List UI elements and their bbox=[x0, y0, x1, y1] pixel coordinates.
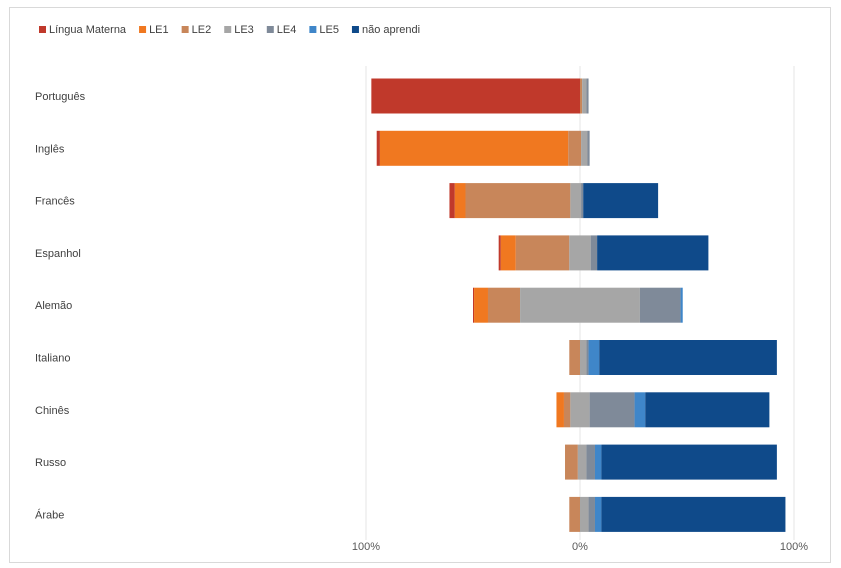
legend-label: LE5 bbox=[319, 24, 339, 36]
legend-label: LE3 bbox=[234, 24, 254, 36]
legend-swatch bbox=[309, 26, 317, 33]
bar-segment-le5 bbox=[634, 392, 646, 428]
category-label-italiano: Italiano bbox=[35, 353, 70, 365]
category-label-russo: Russo bbox=[35, 457, 66, 469]
bar-segment-nao-aprendi bbox=[583, 183, 659, 219]
bar-segment-nao-aprendi bbox=[601, 444, 777, 480]
bar-segment-le4 bbox=[590, 235, 598, 271]
bar-segment-le4 bbox=[586, 78, 589, 114]
bar-segment-le3 bbox=[580, 340, 587, 375]
legend-swatch bbox=[139, 26, 147, 33]
category-label-chines: Chinês bbox=[35, 405, 70, 417]
bar-segment-le1 bbox=[379, 130, 569, 166]
bar-segment-le2 bbox=[465, 183, 571, 219]
category-label-frances: Francês bbox=[35, 196, 75, 208]
bar-segment-lingua-materna bbox=[473, 287, 475, 323]
bar-segment-le3 bbox=[570, 183, 582, 219]
bar-segment-le1 bbox=[500, 235, 516, 271]
bar-segment-nao-aprendi bbox=[601, 496, 786, 532]
legend-label: LE4 bbox=[277, 24, 297, 36]
bar-segment-le2 bbox=[580, 78, 583, 114]
bar-segment-le4 bbox=[587, 130, 590, 166]
bar-segment-nao-aprendi bbox=[597, 235, 709, 271]
legend-label: LE2 bbox=[192, 24, 212, 36]
bar-segment-le3 bbox=[580, 496, 589, 532]
bar-segment-nao-aprendi bbox=[645, 392, 770, 428]
bar-segment-le1 bbox=[556, 392, 564, 428]
bar-segment-lingua-materna bbox=[449, 183, 455, 219]
legend-label: Língua Materna bbox=[49, 24, 127, 36]
category-label-alemao: Alemão bbox=[35, 300, 72, 312]
bar-segment-le4 bbox=[586, 340, 589, 375]
bar-segment-le2 bbox=[569, 340, 580, 375]
bar-segment-le2 bbox=[563, 392, 571, 428]
legend-swatch bbox=[224, 26, 232, 33]
bar-segment-lingua-materna bbox=[371, 78, 580, 114]
bar-segment-le3 bbox=[520, 287, 640, 323]
bar-segment-le3 bbox=[577, 444, 587, 480]
category-label-ingles: Inglês bbox=[35, 143, 65, 155]
legend-label: LE1 bbox=[149, 24, 169, 36]
bar-segment-le5 bbox=[680, 287, 683, 323]
bar-segment-le3 bbox=[569, 235, 591, 271]
bar-segment-le5 bbox=[588, 340, 600, 375]
category-label-espanhol: Espanhol bbox=[35, 248, 81, 260]
bar-segment-le2 bbox=[569, 496, 580, 532]
bar-segment-le4 bbox=[581, 183, 584, 219]
x-tick-label: 0% bbox=[572, 541, 588, 553]
bar-segment-le4 bbox=[639, 287, 681, 323]
bar-segment-le2 bbox=[487, 287, 521, 323]
bar-segment-le5 bbox=[594, 444, 602, 480]
bar-segment-lingua-materna bbox=[498, 235, 501, 271]
category-label-arabe: Árabe bbox=[35, 508, 64, 521]
legend-swatch bbox=[39, 26, 46, 33]
bar-segment-le5 bbox=[594, 496, 602, 532]
legend-swatch bbox=[266, 26, 274, 33]
bar-segment-nao-aprendi bbox=[599, 340, 777, 375]
bar-segment-le2 bbox=[568, 130, 582, 166]
x-tick-label: 100% bbox=[352, 541, 380, 553]
bar-segment-le4 bbox=[586, 444, 595, 480]
category-label-portugues: Português bbox=[35, 91, 86, 103]
bar-segment-le1 bbox=[454, 183, 466, 219]
bar-segment-le3 bbox=[570, 392, 590, 428]
bar-segment-le1 bbox=[474, 287, 488, 323]
bar-segment-le3 bbox=[581, 130, 588, 166]
bar-segment-le2 bbox=[515, 235, 570, 271]
bar-segment-lingua-materna bbox=[376, 130, 380, 166]
bar-segment-le4 bbox=[588, 496, 595, 532]
bar-segment-le2 bbox=[565, 444, 578, 480]
legend-swatch bbox=[181, 26, 189, 33]
x-tick-label: 100% bbox=[780, 541, 808, 553]
bar-segment-le4 bbox=[589, 392, 635, 428]
legend-label: não aprendi bbox=[362, 24, 420, 36]
bar-segment-le3 bbox=[582, 78, 587, 114]
legend-swatch bbox=[351, 26, 359, 33]
